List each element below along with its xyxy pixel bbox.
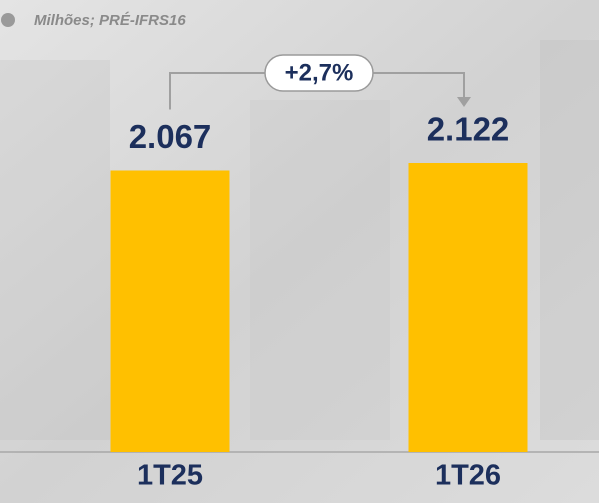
value-label: 2.067 [129, 118, 212, 155]
subtitle: Milhões; PRÉ-IFRS16 [34, 12, 186, 29]
x-tick-label: 1T25 [137, 460, 203, 492]
background-texture [0, 40, 599, 440]
bar [110, 170, 230, 452]
value-label: 2.122 [427, 111, 510, 148]
annotation: +2,7% [285, 59, 354, 86]
arrow-head [457, 97, 471, 107]
bar [408, 163, 528, 452]
x-tick-label: 1T26 [435, 460, 501, 492]
bullet [1, 13, 15, 27]
annotation-pill [264, 54, 374, 92]
